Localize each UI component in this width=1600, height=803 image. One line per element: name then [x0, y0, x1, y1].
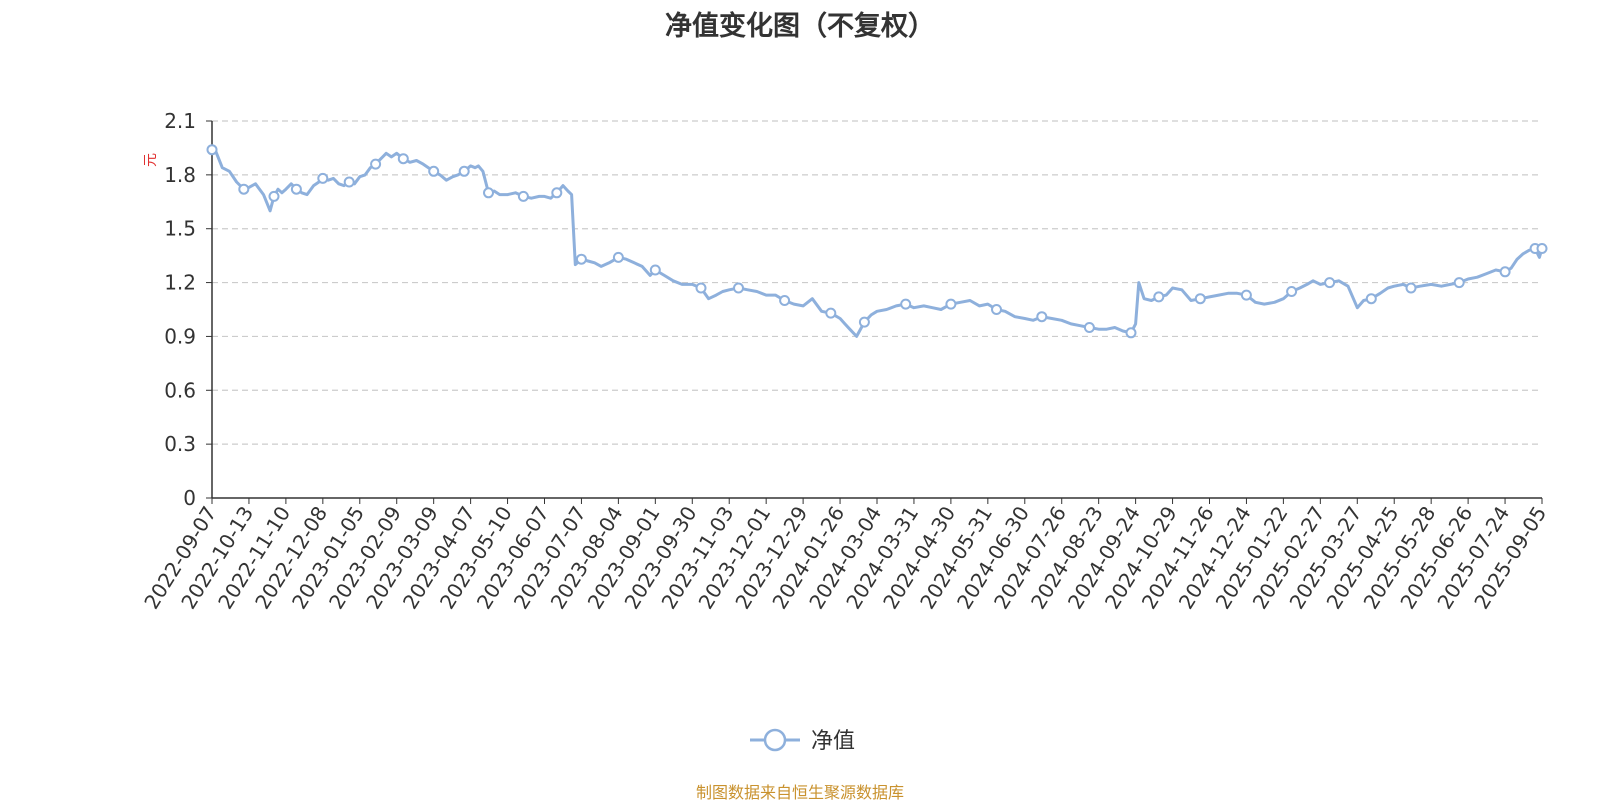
- data-point[interactable]: [1536, 243, 1548, 254]
- data-point[interactable]: [991, 304, 1002, 315]
- data-point[interactable]: [1499, 266, 1511, 278]
- y-tick-label: 1.5: [164, 217, 196, 241]
- data-point[interactable]: [343, 176, 355, 188]
- data-point[interactable]: [649, 264, 661, 276]
- chart-title: 净值变化图（不复权）: [665, 11, 935, 42]
- y-tick-label: 1.2: [164, 271, 196, 295]
- data-point[interactable]: [1036, 311, 1048, 323]
- series-group: [206, 144, 1548, 339]
- y-tick-label: 0: [183, 486, 196, 510]
- data-point[interactable]: [1240, 289, 1252, 301]
- y-tick-label: 0.9: [164, 324, 196, 348]
- data-point[interactable]: [238, 183, 250, 195]
- y-tick-label: 0.3: [164, 432, 196, 456]
- data-point[interactable]: [1405, 282, 1417, 294]
- data-point[interactable]: [900, 298, 912, 310]
- data-point[interactable]: [370, 158, 382, 170]
- data-point[interactable]: [428, 165, 440, 177]
- series-line: [212, 148, 1544, 338]
- data-point[interactable]: [290, 183, 302, 195]
- data-point[interactable]: [1153, 291, 1165, 303]
- data-point[interactable]: [612, 251, 624, 263]
- legend-marker-icon: [763, 728, 787, 752]
- x-axis: 2022-09-072022-10-132022-11-102022-12-08…: [139, 497, 1551, 613]
- data-point[interactable]: [945, 298, 957, 310]
- data-point[interactable]: [517, 190, 529, 202]
- y-tick-label: 1.8: [164, 163, 196, 187]
- y-axis-unit-label: 元: [143, 153, 159, 167]
- data-point[interactable]: [1194, 293, 1206, 305]
- data-point[interactable]: [483, 187, 494, 199]
- data-point[interactable]: [268, 190, 280, 202]
- data-point[interactable]: [1324, 277, 1336, 289]
- data-point[interactable]: [397, 153, 409, 165]
- y-tick-label: 0.6: [164, 378, 196, 402]
- data-point[interactable]: [551, 187, 563, 199]
- data-point[interactable]: [1286, 286, 1298, 297]
- data-point[interactable]: [779, 295, 791, 306]
- data-point[interactable]: [1083, 322, 1095, 333]
- data-point[interactable]: [733, 282, 744, 294]
- data-point[interactable]: [575, 253, 587, 265]
- y-tick-label: 2.1: [164, 109, 196, 133]
- source-note: 制图数据来自恒生聚源数据库: [695, 783, 904, 802]
- y-axis: 0 0.3 0.6 0.9 1.2 1.5 1.8 2.1: [164, 109, 213, 510]
- data-point[interactable]: [458, 165, 470, 177]
- legend-label: 净值: [811, 729, 855, 754]
- data-point[interactable]: [858, 316, 870, 328]
- data-point[interactable]: [206, 144, 218, 156]
- legend[interactable]: 净值: [750, 728, 855, 754]
- data-point[interactable]: [695, 282, 707, 294]
- data-point[interactable]: [1365, 293, 1377, 305]
- data-point[interactable]: [1453, 277, 1465, 289]
- data-point[interactable]: [1125, 327, 1137, 339]
- data-point[interactable]: [317, 172, 329, 184]
- data-point[interactable]: [825, 307, 837, 319]
